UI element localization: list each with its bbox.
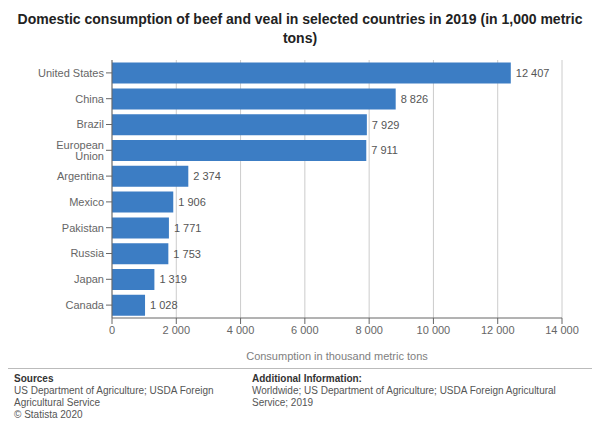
svg-text:12 000: 12 000 bbox=[481, 324, 515, 336]
svg-text:12 407: 12 407 bbox=[516, 67, 550, 79]
svg-text:Pakistan: Pakistan bbox=[62, 222, 104, 234]
svg-text:EuropeanUnion: EuropeanUnion bbox=[56, 139, 104, 162]
svg-text:Mexico: Mexico bbox=[69, 196, 104, 208]
svg-text:Russia: Russia bbox=[70, 247, 105, 259]
svg-text:1 906: 1 906 bbox=[178, 196, 206, 208]
html-text:Domestic consumption of beef a: Domestic consumption of beef and veal in… bbox=[17, 11, 583, 27]
svg-text:1 319: 1 319 bbox=[159, 273, 187, 285]
svg-text:Consumption in thousand metric: Consumption in thousand metric tons bbox=[246, 350, 428, 362]
svg-text:14 000: 14 000 bbox=[545, 324, 579, 336]
svg-text:0: 0 bbox=[109, 324, 115, 336]
svg-text:6 000: 6 000 bbox=[291, 324, 319, 336]
svg-text:United States: United States bbox=[38, 67, 105, 79]
html-text:Additional Information:: Additional Information: bbox=[252, 373, 362, 384]
svg-text:Argentina: Argentina bbox=[57, 170, 105, 182]
html-text:tons): tons) bbox=[282, 30, 318, 46]
svg-text:1 771: 1 771 bbox=[174, 222, 202, 234]
svg-text:China: China bbox=[75, 93, 105, 105]
svg-text:8 826: 8 826 bbox=[401, 93, 429, 105]
svg-text:2 000: 2 000 bbox=[163, 324, 191, 336]
svg-text:4 000: 4 000 bbox=[227, 324, 255, 336]
html-text:Sources: Sources bbox=[14, 373, 54, 384]
html-text:Worldwide; US Department of Ag: Worldwide; US Department of Agriculture;… bbox=[252, 385, 556, 408]
html-text:US Department of Agriculture;: US Department of Agriculture; USDA Forei… bbox=[14, 385, 214, 420]
svg-text:7 911: 7 911 bbox=[371, 144, 398, 156]
svg-text:Brazil: Brazil bbox=[76, 118, 104, 130]
svg-text:8 000: 8 000 bbox=[355, 324, 383, 336]
svg-text:Canada: Canada bbox=[65, 299, 104, 311]
svg-text:Japan: Japan bbox=[74, 273, 104, 285]
svg-text:1 028: 1 028 bbox=[150, 299, 178, 311]
svg-text:1 753: 1 753 bbox=[173, 248, 201, 260]
svg-text:7 929: 7 929 bbox=[372, 119, 400, 131]
svg-text:2 374: 2 374 bbox=[193, 170, 221, 182]
svg-text:10 000: 10 000 bbox=[417, 324, 451, 336]
